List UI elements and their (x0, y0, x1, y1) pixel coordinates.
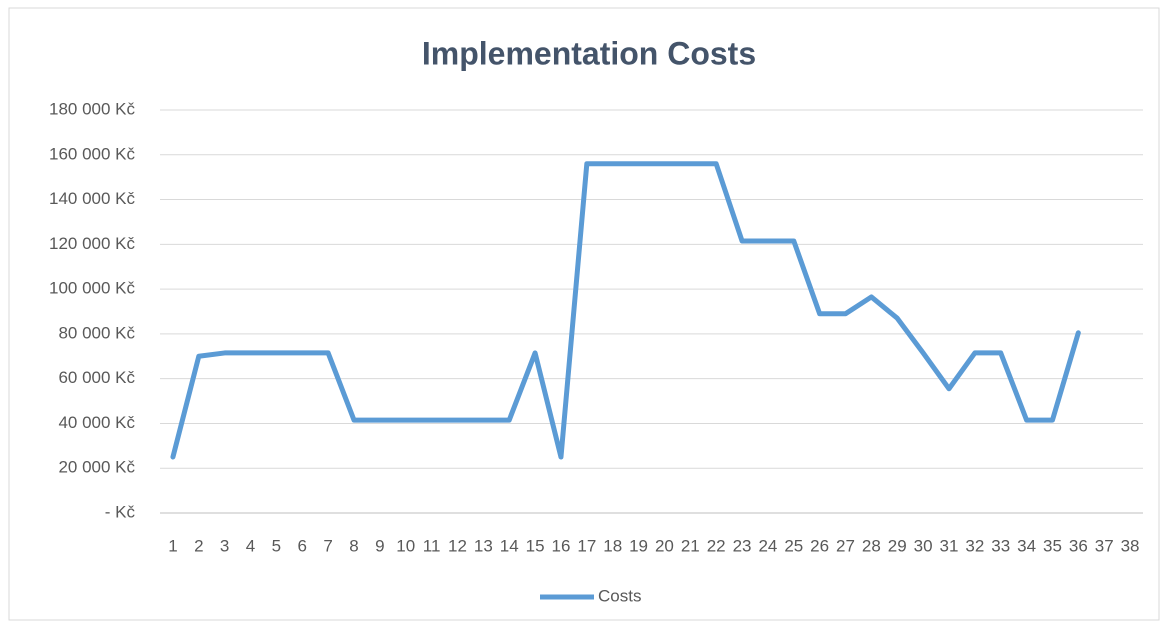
x-tick-label: 24 (758, 536, 777, 555)
x-tick-label: 14 (500, 536, 519, 555)
x-tick-label: 4 (246, 536, 255, 555)
y-tick-label: 80 000 Kč (58, 323, 135, 342)
x-tick-label: 28 (862, 536, 881, 555)
x-tick-label: 16 (551, 536, 570, 555)
y-tick-label: 60 000 Kč (58, 368, 135, 387)
x-tick-label: 5 (272, 536, 281, 555)
x-tick-label: 8 (349, 536, 358, 555)
x-tick-label: 29 (888, 536, 907, 555)
x-tick-label: 11 (423, 536, 441, 555)
x-tick-label: 30 (914, 536, 933, 555)
x-tick-label: 17 (577, 536, 596, 555)
x-tick-label: 22 (707, 536, 726, 555)
x-tick-label: 9 (375, 536, 384, 555)
y-tick-label: - Kč (105, 502, 136, 521)
y-tick-label: 100 000 Kč (49, 279, 136, 298)
x-tick-label: 33 (991, 536, 1010, 555)
x-tick-label: 25 (784, 536, 803, 555)
x-tick-label: 3 (220, 536, 229, 555)
x-tick-label: 19 (629, 536, 648, 555)
y-tick-label: 160 000 Kč (49, 144, 136, 163)
y-tick-label: 120 000 Kč (49, 234, 136, 253)
x-tick-label: 20 (655, 536, 674, 555)
x-tick-label: 7 (323, 536, 332, 555)
x-tick-label: 35 (1043, 536, 1062, 555)
x-tick-label: 13 (474, 536, 493, 555)
x-tick-label: 10 (396, 536, 415, 555)
chart-title: Implementation Costs (422, 35, 756, 71)
x-tick-label: 12 (448, 536, 467, 555)
y-tick-label: 20 000 Kč (58, 458, 135, 477)
x-tick-label: 21 (681, 536, 700, 555)
x-tick-label: 23 (733, 536, 752, 555)
x-tick-label: 36 (1069, 536, 1088, 555)
chart-border (8, 7, 1160, 621)
x-tick-label: 27 (836, 536, 855, 555)
x-tick-label: 32 (965, 536, 984, 555)
x-tick-label: 37 (1095, 536, 1114, 555)
legend-label: Costs (598, 586, 641, 605)
x-tick-label: 1 (168, 536, 177, 555)
x-tick-label: 38 (1121, 536, 1140, 555)
x-tick-label: 18 (603, 536, 622, 555)
series-line (170, 161, 1081, 460)
y-tick-label: 140 000 Kč (49, 189, 136, 208)
x-tick-label: 15 (526, 536, 545, 555)
x-tick-label: 31 (940, 536, 959, 555)
x-tick-label: 26 (810, 536, 829, 555)
x-tick-label: 2 (194, 536, 203, 555)
x-tick-label: 34 (1017, 536, 1036, 555)
y-tick-label: 180 000 Kč (49, 99, 136, 118)
y-tick-label: 40 000 Kč (58, 413, 135, 432)
x-tick-label: 6 (298, 536, 307, 555)
